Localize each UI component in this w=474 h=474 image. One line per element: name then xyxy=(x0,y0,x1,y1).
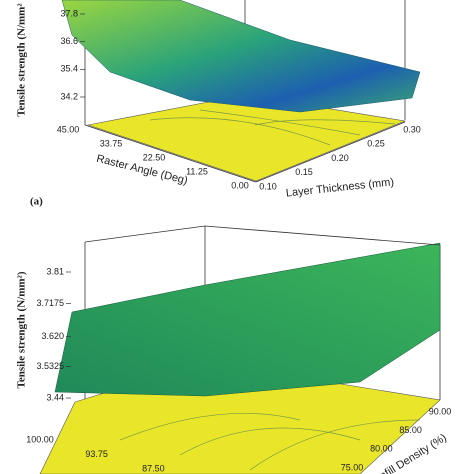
x-axis-label: Layer Thickness (mm) xyxy=(285,176,394,199)
x-tick-label: 0.20 xyxy=(331,153,349,163)
z-tick-label: 3.81 xyxy=(46,266,64,276)
z-tick-label: 3.5325 xyxy=(36,361,64,371)
y-tick-label: 22.50 xyxy=(143,152,166,162)
panel-a: (a) xyxy=(30,0,421,208)
x-tick-label: 0.10 xyxy=(259,181,277,191)
y-tick-label: 93.75 xyxy=(85,449,108,459)
y-tick-label: 0.00 xyxy=(231,180,249,190)
contour-floor xyxy=(86,94,407,182)
z-tick-label: 3.620 xyxy=(41,331,64,341)
response-surface xyxy=(61,0,421,113)
z-tick-label: 3.44 xyxy=(46,392,64,402)
z-tick-label: 34.2 xyxy=(60,91,78,101)
y-tick-label: 33.75 xyxy=(100,138,123,148)
y-tick-label: 11.25 xyxy=(186,166,208,176)
x-tick-label: 75.00 xyxy=(341,462,364,472)
z-tick-label: 36.6 xyxy=(60,36,78,46)
x-tick-label: 80.00 xyxy=(370,444,393,454)
x-tick-label: 0.15 xyxy=(295,167,313,177)
panel-b xyxy=(39,225,441,474)
z-tick-label: 37.8 xyxy=(60,8,78,18)
y-tick-label: 45.00 xyxy=(57,124,80,134)
response-surface xyxy=(54,242,441,397)
x-tick-label: 0.30 xyxy=(403,124,421,134)
z-tick-label: 35.4 xyxy=(60,64,78,74)
x-tick-label: 0.25 xyxy=(367,139,385,149)
x-tick-label: 90.00 xyxy=(429,406,452,416)
z-tick-label: 3.7175 xyxy=(36,298,64,308)
x-tick-label: 85.00 xyxy=(399,425,422,435)
y-tick-label: 87.50 xyxy=(142,464,165,474)
z-axis-label: Tensile strength (N/mm²) xyxy=(16,271,28,388)
panel-label: (a) xyxy=(30,196,43,208)
z-axis-label: Tensile strength (N/mm² xyxy=(16,3,28,117)
y-tick-label: 100.00 xyxy=(26,434,54,444)
